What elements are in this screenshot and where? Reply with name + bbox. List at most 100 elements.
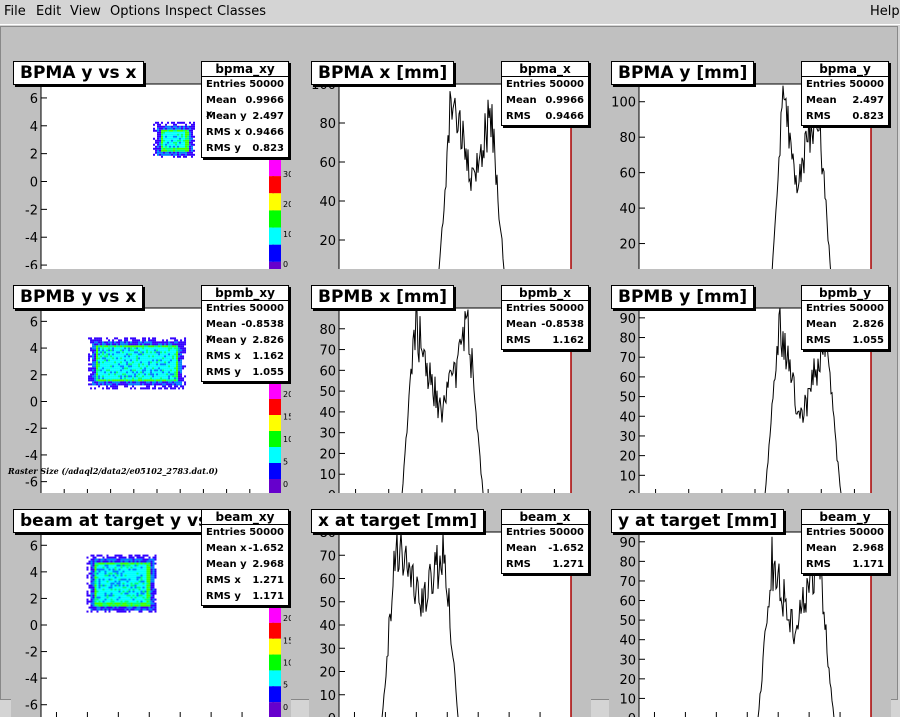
heatmap-cell <box>108 556 111 559</box>
menu-view[interactable]: View <box>70 4 101 19</box>
heatmap-cell <box>156 377 159 380</box>
heatmap-cell <box>112 361 115 364</box>
heatmap-cell <box>142 606 145 609</box>
heatmap-cell <box>110 596 113 599</box>
heatmap-cell <box>142 355 145 358</box>
heatmap-cell <box>100 572 103 575</box>
heatmap-cell <box>146 604 149 607</box>
stats-box[interactable]: bpma_y Entries 50000 Mean 2.497 RMS 0.823 <box>801 61 889 126</box>
menu-inspect[interactable]: Inspect <box>165 4 213 19</box>
heatmap-cell <box>160 379 163 382</box>
stats-box[interactable]: beam_y Entries 50000 Mean 2.968 RMS 1.171 <box>801 509 889 574</box>
heatmap-cell <box>126 590 129 593</box>
heatmap-cell <box>100 554 103 557</box>
heatmap-cell <box>92 373 95 376</box>
heatmap-cell <box>180 369 183 372</box>
pad-beam_x[interactable]: -6-4-20246880706050403020100x at target … <box>309 507 591 717</box>
heatmap-cell <box>144 606 147 609</box>
menu-options[interactable]: Options <box>110 4 161 19</box>
heatmap-cell <box>177 141 179 144</box>
heatmap-cell <box>180 349 183 352</box>
heatmap-cell <box>98 596 101 599</box>
heatmap-cell <box>168 371 171 374</box>
pad-bpmb_y[interactable]: -6-4-202469080706050403020100BPMB y [mm]… <box>609 283 891 493</box>
heatmap-cell <box>118 359 121 362</box>
heatmap-cell <box>102 379 105 382</box>
menu-file[interactable]: File <box>4 4 26 19</box>
heatmap-cell <box>90 560 93 563</box>
heatmap-cell <box>172 361 175 364</box>
stats-name: bpma_y <box>802 62 888 77</box>
heatmap-cell <box>164 345 167 348</box>
heatmap-cell <box>150 367 153 370</box>
heatmap-cell <box>162 385 165 388</box>
menu-edit[interactable]: Edit <box>36 4 62 19</box>
stats-box[interactable]: bpmb_x Entries 50000 Mean -0.8538 RMS 1.162 <box>501 285 589 350</box>
heatmap-cell <box>122 371 125 374</box>
heatmap-cell <box>126 363 129 366</box>
heatmap-cell <box>92 576 95 579</box>
heatmap-cell <box>172 371 175 374</box>
menu-classes[interactable]: Classes <box>217 4 266 19</box>
heatmap-cell <box>152 606 155 609</box>
pad-bpmb_x[interactable]: -6-4-2024680706050403020100BPMB x [mm]bp… <box>309 283 591 493</box>
heatmap-cell <box>179 147 181 150</box>
heatmap-cell <box>136 343 139 346</box>
heatmap-cell <box>106 566 109 569</box>
heatmap-cell <box>159 139 161 142</box>
heatmap-cell <box>140 558 143 561</box>
heatmap-cell <box>122 570 125 573</box>
heatmap-cell <box>118 594 121 597</box>
pad-bpma_y[interactable]: -6-4-20246100806040200BPMA y [mm]bpma_yE… <box>609 59 891 269</box>
menu-help[interactable]: Help <box>870 4 900 19</box>
heatmap-cell <box>161 131 163 134</box>
heatmap-cell <box>138 566 141 569</box>
heatmap-cell <box>183 147 185 150</box>
pad-beam_y[interactable]: -6-4-2024689080706050403020100y at targe… <box>609 507 891 717</box>
heatmap-cell <box>180 377 183 380</box>
heatmap-cell <box>94 371 97 374</box>
heatmap-cell <box>110 562 113 565</box>
heatmap-cell <box>138 367 141 370</box>
heatmap-cell <box>96 365 99 368</box>
heatmap-cell <box>153 123 155 126</box>
heatmap-cell <box>102 387 105 390</box>
heatmap-cell <box>106 578 109 581</box>
heatmap-cell <box>108 602 111 605</box>
heatmap-cell <box>162 381 165 384</box>
stats-key: Mean y <box>206 559 247 570</box>
pad-bpma_x[interactable]: -6-4-20246100806040200BPMA x [mm]bpma_xE… <box>309 59 591 269</box>
heatmap-cell <box>183 133 185 136</box>
stats-box[interactable]: beam_x Entries 50000 Mean -1.652 RMS 1.271 <box>501 509 589 574</box>
heatmap-cell <box>174 369 177 372</box>
stats-box[interactable]: bpma_x Entries 50000 Mean 0.9966 RMS 0.9466 <box>501 61 589 126</box>
heatmap-cell <box>168 357 171 360</box>
heatmap-cell <box>98 381 101 384</box>
heatmap-cell <box>148 339 151 342</box>
heatmap-cell <box>166 369 169 372</box>
heatmap-cell <box>130 590 133 593</box>
stats-box[interactable]: beam_xy Entries 50000 Mean x -1.652 Mean y 2.9… <box>201 509 289 606</box>
heatmap-cell <box>148 574 151 577</box>
heatmap-cell <box>168 379 171 382</box>
heatmap-cell <box>112 566 115 569</box>
stats-box[interactable]: bpma_xy Entries 50000 Mean x 0.9966 Mean y 2.4… <box>201 61 289 158</box>
heatmap-cell <box>166 341 169 344</box>
heatmap-cell <box>134 562 137 565</box>
heatmap-cell <box>94 341 97 344</box>
heatmap-cell <box>92 596 95 599</box>
heatmap-cell <box>104 341 107 344</box>
stats-row: Mean 2.826 <box>802 317 888 333</box>
heatmap-cell <box>160 341 163 344</box>
heatmap-cell <box>124 371 127 374</box>
stats-key: Entries <box>806 303 846 314</box>
stats-box[interactable]: bpmb_xy Entries 50000 Mean x -0.8538 Mean y 2.… <box>201 285 289 382</box>
heatmap-cell <box>158 381 161 384</box>
stats-box[interactable]: bpmb_y Entries 50000 Mean 2.826 RMS 1.055 <box>801 285 889 350</box>
heatmap-cell <box>90 363 93 366</box>
heatmap-cell <box>144 570 147 573</box>
